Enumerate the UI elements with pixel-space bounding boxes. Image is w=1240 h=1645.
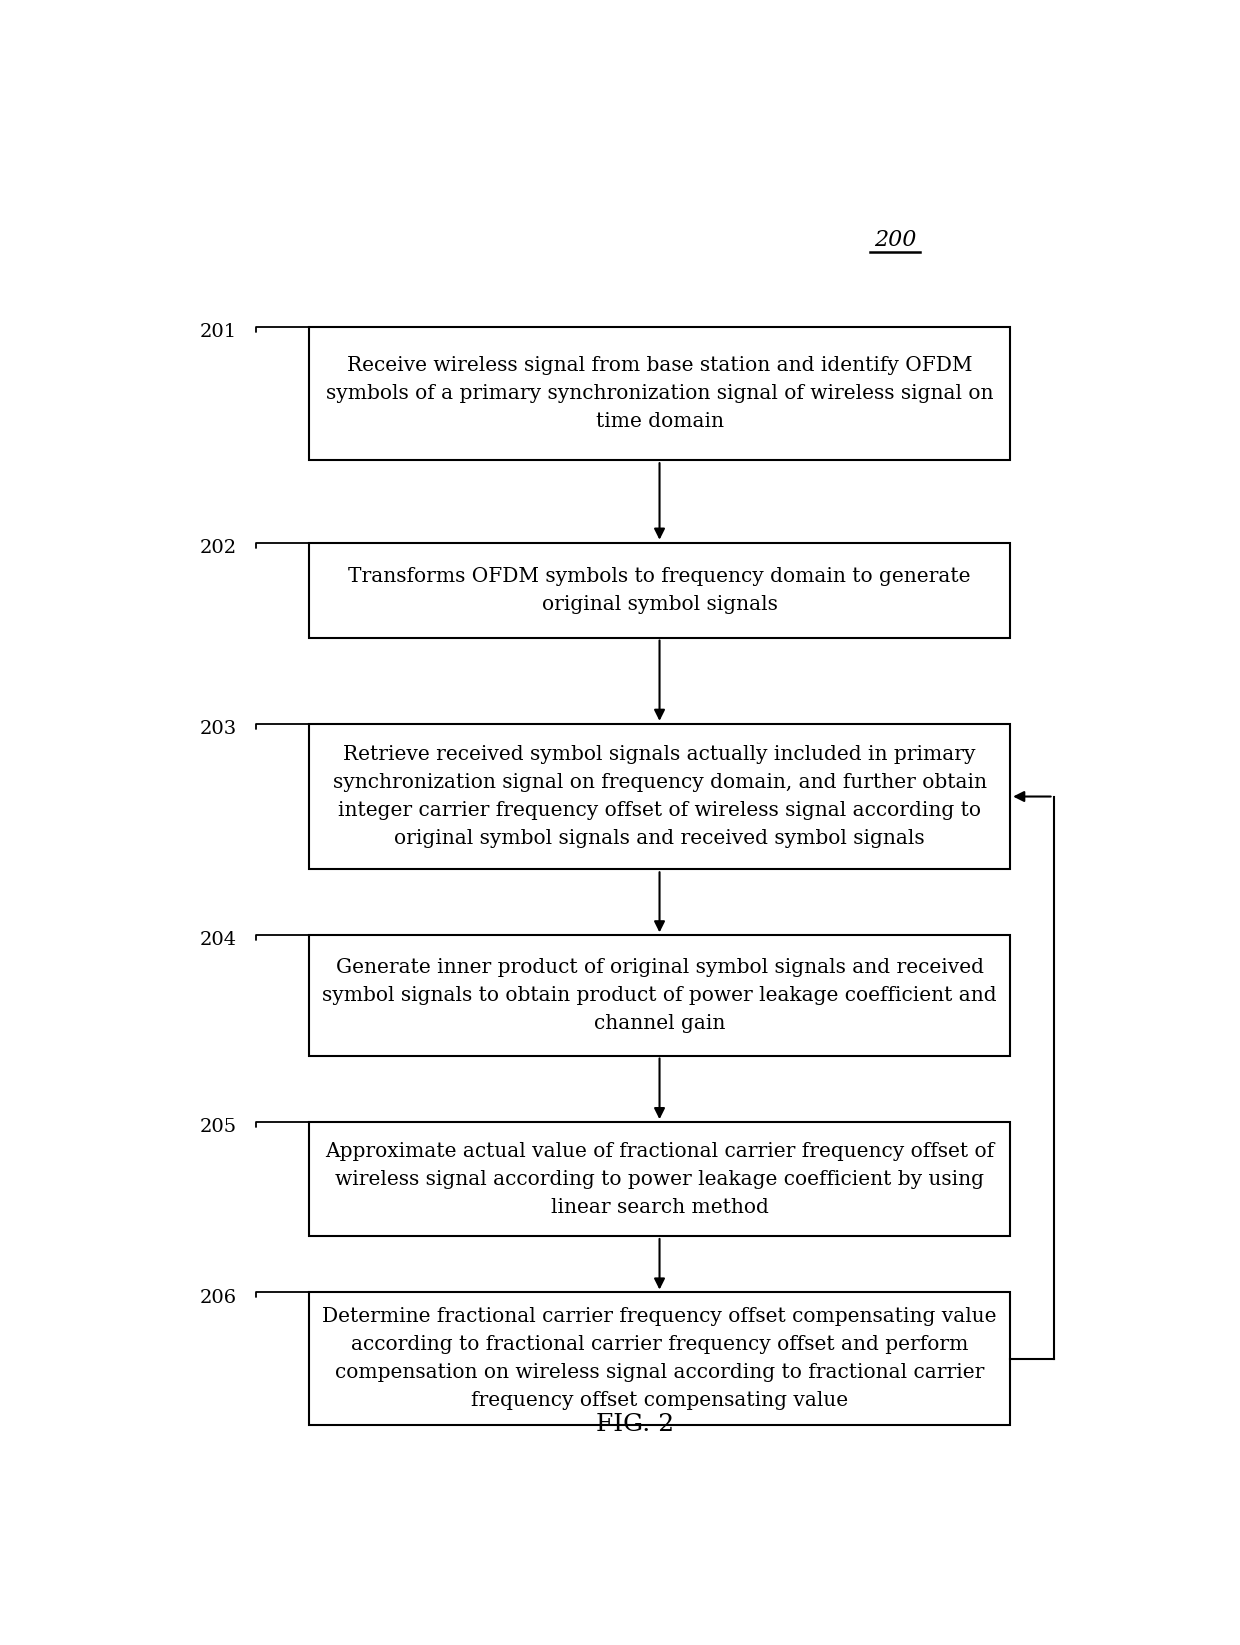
Text: 204: 204 (200, 931, 237, 949)
Text: FIG. 2: FIG. 2 (596, 1413, 675, 1436)
Text: Transforms OFDM symbols to frequency domain to generate
original symbol signals: Transforms OFDM symbols to frequency dom… (348, 566, 971, 614)
FancyBboxPatch shape (309, 327, 1011, 461)
Text: Generate inner product of original symbol signals and received
symbol signals to: Generate inner product of original symbo… (322, 957, 997, 1033)
Text: 206: 206 (200, 1288, 237, 1306)
Text: 200: 200 (874, 229, 916, 252)
Text: Approximate actual value of fractional carrier frequency offset of
wireless sign: Approximate actual value of fractional c… (325, 1142, 994, 1217)
Text: 203: 203 (200, 721, 237, 739)
Text: Retrieve received symbol signals actually included in primary
synchronization si: Retrieve received symbol signals actuall… (332, 745, 987, 849)
Text: Receive wireless signal from base station and identify OFDM
symbols of a primary: Receive wireless signal from base statio… (326, 357, 993, 431)
FancyBboxPatch shape (309, 1293, 1011, 1426)
FancyBboxPatch shape (309, 936, 1011, 1056)
Text: 202: 202 (200, 540, 237, 556)
Text: 205: 205 (200, 1119, 237, 1137)
FancyBboxPatch shape (309, 1122, 1011, 1235)
Text: 201: 201 (200, 324, 237, 342)
FancyBboxPatch shape (309, 724, 1011, 869)
FancyBboxPatch shape (309, 543, 1011, 638)
Text: Determine fractional carrier frequency offset compensating value
according to fr: Determine fractional carrier frequency o… (322, 1308, 997, 1410)
